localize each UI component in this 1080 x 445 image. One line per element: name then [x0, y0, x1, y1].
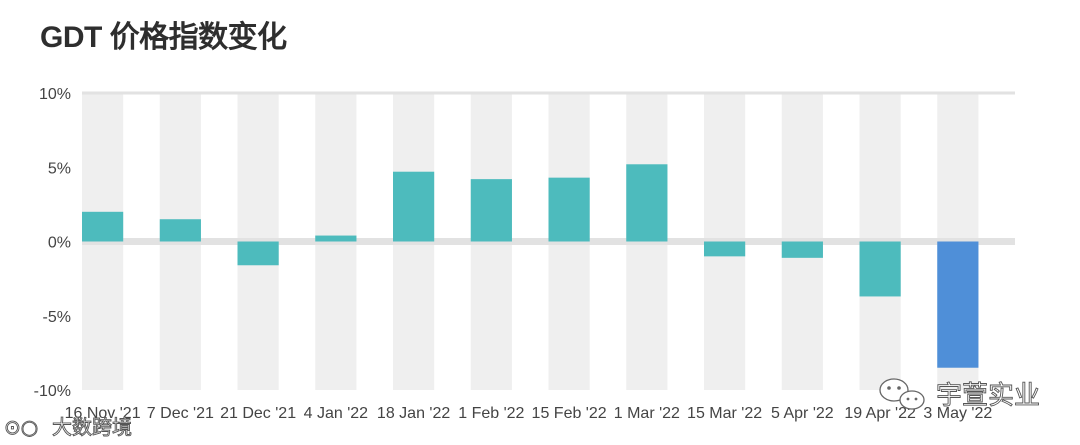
- x-tick-label: 19 Apr '22: [844, 405, 916, 422]
- x-tick-label: 15 Feb '22: [532, 405, 607, 422]
- chart-title: GDT 价格指数变化: [40, 21, 287, 54]
- x-axis-ticks: 16 Nov '21 7 Dec '21 21 Dec '21 4 Jan '22 18…: [65, 405, 993, 422]
- x-tick-label: 3 May '22: [923, 405, 992, 422]
- x-tick-label: 21 Dec '21: [220, 405, 296, 422]
- bar: [159, 219, 201, 242]
- x-tick-label: 1 Mar '22: [614, 405, 680, 422]
- bar: [393, 171, 435, 242]
- x-tick-label: 1 Feb '22: [458, 405, 524, 422]
- bar: [82, 211, 124, 242]
- y-tick-label: -5%: [43, 309, 71, 326]
- wechat-icon: [879, 378, 925, 410]
- y-tick-label: -10%: [34, 383, 71, 400]
- bar: [470, 179, 512, 242]
- y-tick-label: 5%: [48, 160, 71, 177]
- bar: [548, 177, 590, 242]
- x-tick-label: 4 Jan '22: [304, 405, 369, 422]
- y-tick-label: 10%: [39, 86, 71, 103]
- watermark-left-text: 大数跨境: [52, 415, 132, 439]
- y-axis-ticks: 10% 5% 0% -5% -10%: [34, 86, 71, 400]
- x-tick-label: 16 Nov '21: [65, 405, 141, 422]
- bar: [237, 241, 279, 266]
- x-tick-label: 15 Mar '22: [687, 405, 762, 422]
- watermark-right: 宇萱实业: [879, 378, 1040, 411]
- y-tick-label: 0%: [48, 235, 71, 252]
- x-tick-label: 5 Apr '22: [771, 405, 834, 422]
- x-tick-label: 7 Dec '21: [147, 405, 214, 422]
- bar: [704, 241, 746, 257]
- x-tick-label: 18 Jan '22: [377, 405, 450, 422]
- bar: [859, 241, 901, 297]
- bar: [781, 241, 823, 258]
- bar: [626, 164, 668, 242]
- watermark-left-logo: ⊙○: [4, 415, 38, 439]
- watermark-left: ⊙○ 大数跨境: [4, 415, 133, 440]
- bar: [937, 241, 979, 368]
- watermark-right-text: 宇萱实业: [936, 381, 1040, 411]
- chart-bars: [82, 164, 979, 368]
- bar: [315, 235, 357, 242]
